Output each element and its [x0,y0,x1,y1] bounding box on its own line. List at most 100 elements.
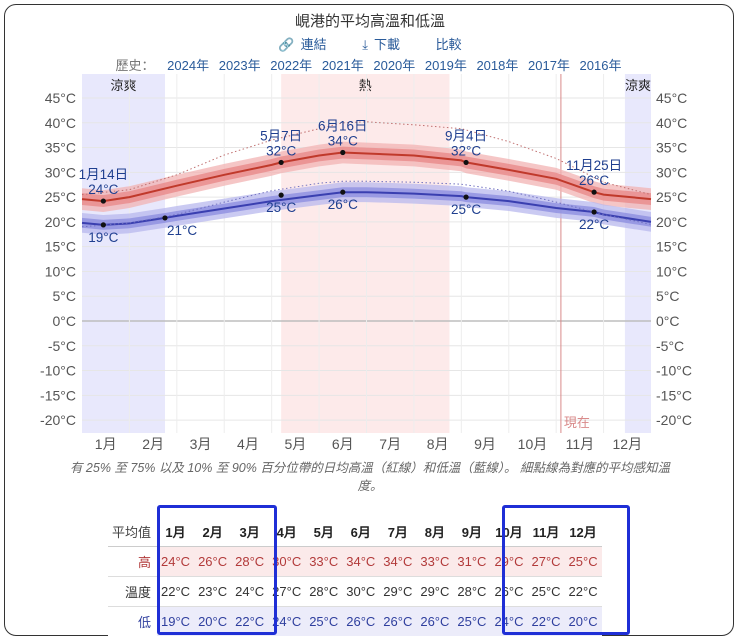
annotation-date: 1月14日 [79,167,129,182]
table-cell: 25°C [527,576,565,607]
table-cell: 20°C [194,606,232,636]
y-tick-label-left: 40°C [45,115,76,131]
history-year-link[interactable]: 2017年 [528,58,570,73]
history-year-link[interactable]: 2020年 [373,58,416,73]
annotation-value: 26°C [579,173,609,188]
download-icon: ⤓ [362,37,368,52]
table-cell: 24°C [268,606,306,636]
now-marker-label: 現在 [564,415,590,430]
annotation-date: 5月7日 [260,128,302,143]
download-button[interactable]: ⤓ 下載 [362,34,400,53]
table-cell: 22°C [231,606,269,636]
history-year-link[interactable]: 2021年 [321,58,364,73]
history-year-link[interactable]: 2023年 [218,58,261,73]
action-bar: 🔗 連結 ⤓ 下載 比較 [0,34,740,53]
history-year-link[interactable]: 2022年 [270,58,313,73]
table-cell: 27°C [268,576,306,607]
compare-button[interactable]: 比較 [436,34,462,53]
y-tick-label-right: 30°C [656,164,687,180]
season-label: 涼爽 [625,78,651,93]
link-label: 連結 [300,37,327,52]
y-tick-label-right: -10°C [656,363,692,379]
table-cell: 34°C [379,546,417,577]
y-tick-label-left: 30°C [45,164,76,180]
y-tick-label-left: -5°C [48,338,76,354]
table-cell: 22°C [157,576,195,607]
table-cell: 26°C [416,606,454,636]
table-cell: 30°C [268,546,306,577]
table-cell: 26°C [379,606,417,636]
month-header: 11月 [527,517,565,547]
month-header: 6月 [342,517,380,547]
y-tick-label-left: 25°C [45,189,76,205]
annotation-value: 34°C [328,134,358,149]
percentile-band-10-90 [82,182,651,235]
annotation-dot [100,222,106,228]
y-tick-label-right: 35°C [656,140,687,156]
table-cell: 31°C [453,546,491,577]
annotation-value: 24°C [88,182,118,197]
link-icon: 🔗 [278,37,295,52]
annotation-dot [591,189,597,195]
annotation-value: 19°C [88,230,118,245]
x-tick-label: 11月 [566,436,595,452]
table-cell: 25°C [305,606,343,636]
table-cell: 25°C [564,546,602,577]
table-cell: 24°C [231,576,269,607]
history-year-link[interactable]: 2024年 [167,58,210,73]
table-cell: 29°C [379,576,417,607]
row-label: 低 [108,606,158,636]
y-tick-label-left: 35°C [45,140,76,156]
annotation-value: 32°C [266,143,296,158]
annotation-dot [340,149,346,156]
annotation-dot [100,198,106,204]
month-header: 5月 [305,517,343,547]
x-tick-label: 10月 [518,436,548,452]
y-tick-label-right: 40°C [656,115,687,131]
annotation-value: 25°C [266,200,296,215]
table-cell: 28°C [305,576,343,607]
percentile-band-10-90 [82,141,651,212]
y-tick-label-left: -15°C [40,387,76,403]
month-header: 2月 [194,517,232,547]
chart-caption: 有 25% 至 75% 以及 10% 至 90% 百分位帶的日均高溫（紅線）和低… [69,461,671,493]
high-temp-line [81,151,652,203]
x-tick-label: 12月 [613,436,643,452]
table-cell: 29°C [416,576,454,607]
table-cell: 34°C [342,546,380,577]
y-tick-label-left: -20°C [40,412,76,428]
y-tick-label-left: 5°C [53,288,77,304]
table-cell: 29°C [490,546,528,577]
table-cell: 22°C [564,576,602,607]
table-cell: 24°C [157,546,195,577]
table-cell: 26°C [194,546,232,577]
month-header: 10月 [490,517,528,547]
y-tick-label-right: 5°C [656,288,680,304]
x-tick-label: 3月 [190,436,212,452]
x-tick-label: 4月 [237,436,259,452]
annotation-dot [340,189,346,195]
y-tick-label-left: 10°C [45,263,76,279]
history-year-link[interactable]: 2016年 [579,58,622,73]
season-label: 熱 [359,78,372,93]
table-cell: 25°C [453,606,491,636]
low-temp-line [81,191,652,226]
month-header: 3月 [231,517,269,547]
table-row-high: 高 24°C 26°C 28°C 30°C 33°C 34°C 34°C 33°… [108,546,602,577]
annotation-value: 22°C [579,217,609,232]
x-tick-label: 6月 [332,436,354,452]
link-button[interactable]: 🔗 連結 [278,34,326,53]
table-cell: 26°C [490,576,528,607]
history-year-link[interactable]: 2019年 [424,58,467,73]
x-tick-label: 8月 [427,436,449,452]
table-cell: 20°C [564,606,602,636]
month-header: 4月 [268,517,306,547]
y-tick-label-right: 20°C [656,214,687,230]
history-year-link[interactable]: 2018年 [476,58,519,73]
annotation-dot [463,159,469,166]
table-cell: 24°C [490,606,528,636]
x-tick-label: 7月 [379,436,401,452]
month-header: 8月 [416,517,454,547]
percentile-band-25-75 [82,146,651,207]
table-row-low: 低 19°C 20°C 22°C 24°C 25°C 26°C 26°C 26°… [108,606,602,636]
